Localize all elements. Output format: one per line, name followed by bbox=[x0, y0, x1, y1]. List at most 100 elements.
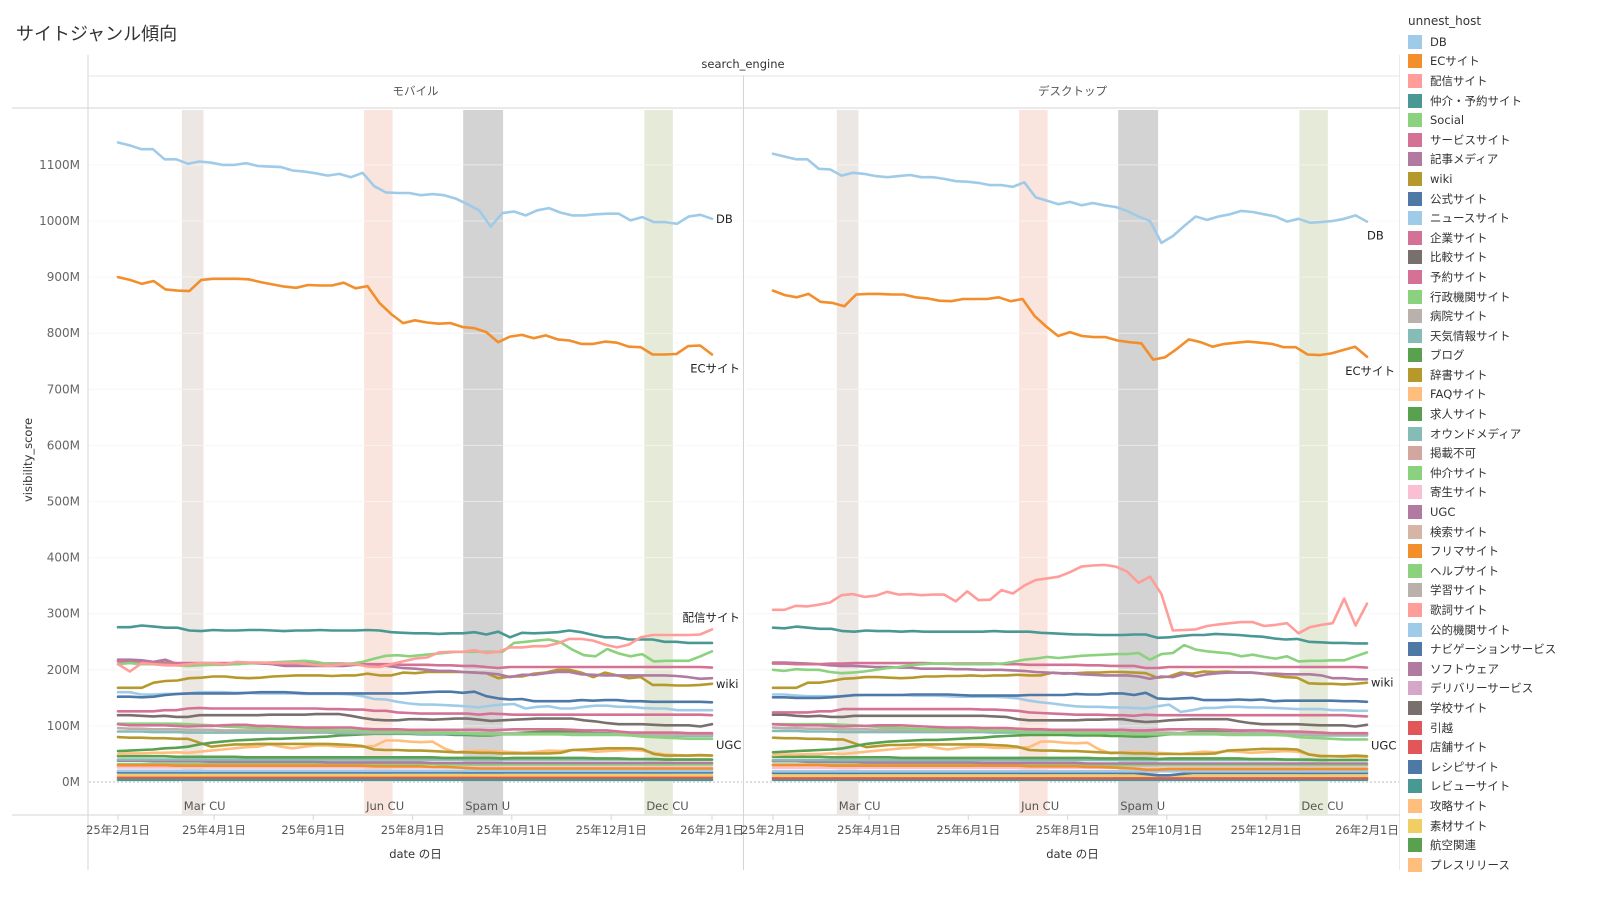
legend-label: ブログ bbox=[1430, 348, 1465, 363]
legend-item[interactable]: 企業サイト bbox=[1408, 228, 1598, 248]
x-tick-label: 25年6月1日 bbox=[936, 823, 1000, 837]
update-band bbox=[836, 110, 859, 815]
legend-label: 公的機関サイト bbox=[1430, 622, 1511, 637]
x-axis-label: date の日 bbox=[389, 847, 442, 861]
legend-item[interactable]: フリマサイト bbox=[1408, 541, 1598, 561]
update-band bbox=[1019, 110, 1048, 815]
legend-swatch bbox=[1408, 289, 1422, 304]
legend-swatch bbox=[1408, 661, 1422, 676]
legend-swatch bbox=[1408, 113, 1422, 128]
series-end-label: ECサイト bbox=[1345, 364, 1395, 378]
y-axis-label: visibility_score bbox=[21, 418, 35, 502]
legend-item[interactable]: サービスサイト bbox=[1408, 130, 1598, 150]
legend-label: 検索サイト bbox=[1430, 524, 1488, 539]
legend-swatch bbox=[1408, 740, 1422, 755]
legend-swatch bbox=[1408, 73, 1422, 88]
series-line bbox=[771, 152, 1369, 245]
legend-label: FAQサイト bbox=[1430, 387, 1487, 402]
legend-item[interactable]: 引越 bbox=[1408, 718, 1598, 738]
legend-item[interactable]: 病院サイト bbox=[1408, 306, 1598, 326]
series-line bbox=[116, 638, 714, 668]
legend-item[interactable]: DB bbox=[1408, 32, 1598, 52]
series-line bbox=[771, 563, 1369, 635]
update-band-label: Jun CU bbox=[1020, 799, 1059, 813]
x-tick-label: 25年8月1日 bbox=[381, 823, 445, 837]
series-line bbox=[116, 739, 714, 757]
legend-item[interactable]: 寄生サイト bbox=[1408, 483, 1598, 503]
legend-item[interactable]: レシピサイト bbox=[1408, 757, 1598, 777]
update-band-label: Dec CU bbox=[646, 799, 688, 813]
legend-swatch bbox=[1408, 407, 1422, 422]
legend-item[interactable]: 辞書サイト bbox=[1408, 365, 1598, 385]
legend-item[interactable]: 航空関連 bbox=[1408, 835, 1598, 855]
legend-item[interactable]: 求人サイト bbox=[1408, 404, 1598, 424]
legend-item[interactable]: 記事メディア bbox=[1408, 150, 1598, 170]
series-line bbox=[771, 740, 1369, 759]
series-line bbox=[116, 759, 714, 765]
series-end-label: DB bbox=[716, 212, 733, 226]
legend-swatch bbox=[1408, 857, 1422, 872]
series-line bbox=[116, 624, 714, 645]
legend-label: ニュースサイト bbox=[1430, 211, 1510, 226]
series-line bbox=[116, 763, 714, 770]
legend-item[interactable]: プレスリリース bbox=[1408, 855, 1598, 875]
line-chart: search_engine 0M 100M 200M 300M 400M 500M 600M 7… bbox=[12, 55, 1400, 870]
legend-item[interactable]: 配信サイト bbox=[1408, 71, 1598, 91]
legend-item[interactable]: 掲載不可 bbox=[1408, 443, 1598, 463]
legend-item[interactable]: 攻略サイト bbox=[1408, 796, 1598, 816]
legend-item[interactable]: 行政機関サイト bbox=[1408, 287, 1598, 307]
legend-label: レビューサイト bbox=[1430, 779, 1511, 794]
legend-swatch bbox=[1408, 544, 1422, 559]
legend-item[interactable]: ニュースサイト bbox=[1408, 208, 1598, 228]
legend-swatch bbox=[1408, 563, 1422, 578]
legend-swatch bbox=[1408, 387, 1422, 402]
legend-item[interactable]: 比較サイト bbox=[1408, 248, 1598, 268]
legend-item[interactable]: 歌詞サイト bbox=[1408, 600, 1598, 620]
legend-item[interactable]: オウンドメディア bbox=[1408, 424, 1598, 444]
legend-item[interactable]: 仲介・予約サイト bbox=[1408, 91, 1598, 111]
legend-item[interactable]: UGC bbox=[1408, 502, 1598, 522]
legend-swatch bbox=[1408, 603, 1422, 618]
legend-item[interactable]: FAQサイト bbox=[1408, 385, 1598, 405]
legend-label: フリマサイト bbox=[1430, 544, 1499, 559]
legend-label: デリバリーサービス bbox=[1430, 681, 1534, 696]
x-tick-label: 26年2月1日 bbox=[1335, 823, 1399, 837]
legend-item[interactable]: レビューサイト bbox=[1408, 777, 1598, 797]
legend-item[interactable]: ナビゲーションサービス bbox=[1408, 639, 1598, 659]
legend-item[interactable]: 検索サイト bbox=[1408, 522, 1598, 542]
legend-item[interactable]: wiki bbox=[1408, 169, 1598, 189]
series-line bbox=[116, 668, 714, 690]
y-tick-label: 800M bbox=[47, 326, 80, 340]
legend-item[interactable]: 公的機関サイト bbox=[1408, 620, 1598, 640]
legend-item[interactable]: Social bbox=[1408, 110, 1598, 130]
legend-item[interactable]: 素材サイト bbox=[1408, 816, 1598, 836]
series-line bbox=[771, 722, 1369, 735]
update-band-label: Mar CU bbox=[184, 799, 226, 813]
legend-item[interactable]: ソフトウェア bbox=[1408, 659, 1598, 679]
series-line bbox=[771, 759, 1369, 765]
y-tick-label: 300M bbox=[47, 607, 80, 621]
legend-item[interactable]: 学習サイト bbox=[1408, 581, 1598, 601]
legend-item[interactable]: 仲介サイト bbox=[1408, 463, 1598, 483]
series-end-label: wiki bbox=[1371, 676, 1393, 690]
legend-item[interactable]: 予約サイト bbox=[1408, 267, 1598, 287]
series-line bbox=[771, 755, 1369, 762]
series-end-label: UGC bbox=[716, 738, 741, 752]
legend-item[interactable]: 店舗サイト bbox=[1408, 737, 1598, 757]
legend-label: 辞書サイト bbox=[1430, 367, 1488, 382]
legend-item[interactable]: ブログ bbox=[1408, 346, 1598, 366]
legend-item[interactable]: ヘルプサイト bbox=[1408, 561, 1598, 581]
legend-swatch bbox=[1408, 642, 1422, 657]
legend-item[interactable]: 天気情報サイト bbox=[1408, 326, 1598, 346]
legend-label: 引越 bbox=[1430, 720, 1453, 735]
legend-item[interactable]: 学校サイト bbox=[1408, 698, 1598, 718]
legend-label: 行政機関サイト bbox=[1430, 289, 1511, 304]
legend-swatch bbox=[1408, 152, 1422, 167]
legend-item[interactable]: デリバリーサービス bbox=[1408, 679, 1598, 699]
legend-item[interactable]: 公式サイト bbox=[1408, 189, 1598, 209]
legend-label: ヘルプサイト bbox=[1430, 563, 1499, 578]
legend-item[interactable]: ECサイト bbox=[1408, 52, 1598, 72]
legend-swatch bbox=[1408, 681, 1422, 696]
legend-label: プレスリリース bbox=[1430, 857, 1510, 872]
series-end-label: DB bbox=[1367, 229, 1384, 243]
